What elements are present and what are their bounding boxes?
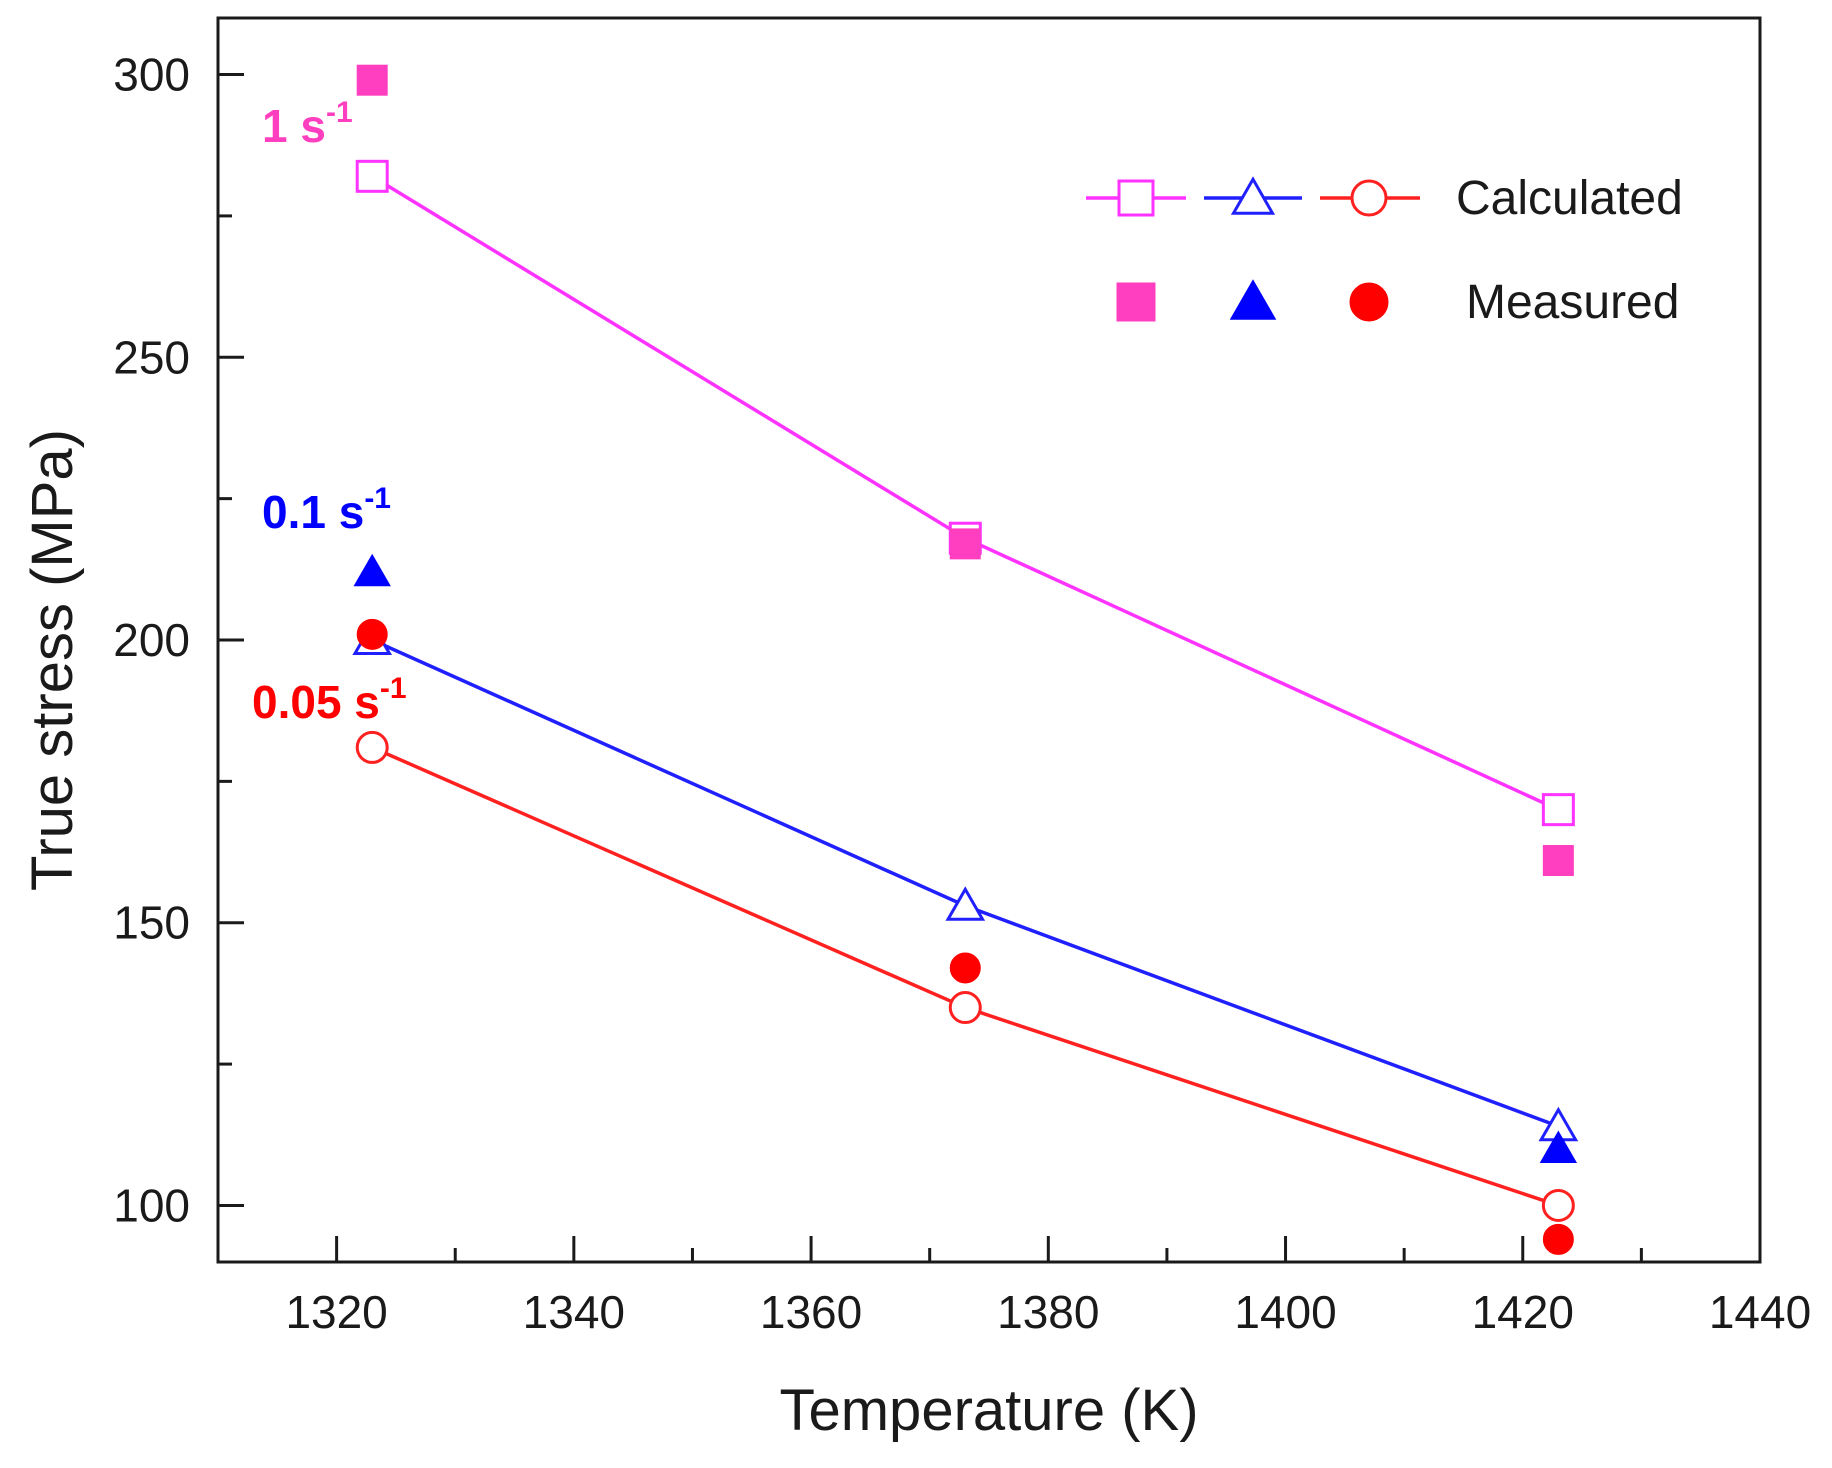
y-tick-label: 200 xyxy=(113,614,190,666)
series-label-exponent: -1 xyxy=(380,672,407,705)
legend-calculated-marker xyxy=(1230,176,1276,215)
calculated-point xyxy=(1541,1188,1575,1222)
legend-calculated-label: Calculated xyxy=(1456,172,1683,225)
measured-point xyxy=(949,952,981,984)
x-axis-title: Temperature (K) xyxy=(779,1378,1198,1443)
measured-point xyxy=(353,553,391,587)
calculated-point xyxy=(948,991,982,1025)
x-tick-label: 1320 xyxy=(285,1286,387,1338)
series-label-exponent: -1 xyxy=(364,482,391,515)
legend-measured-label: Measured xyxy=(1466,276,1679,329)
legend-measured-marker xyxy=(1116,282,1156,322)
calculated-point xyxy=(945,886,986,921)
legend-calculated-marker xyxy=(1350,179,1388,217)
x-tick-label: 1360 xyxy=(760,1286,862,1338)
series-line-1 xyxy=(371,638,1559,1128)
series-label-exponent: -1 xyxy=(326,96,353,129)
y-tick-label: 300 xyxy=(113,49,190,101)
legend-measured-marker xyxy=(1229,279,1277,320)
measured-point xyxy=(949,528,981,560)
x-tick-label: 1400 xyxy=(1234,1286,1336,1338)
calculated-point xyxy=(355,159,389,193)
legend-calculated-marker xyxy=(1117,179,1155,217)
measured-point xyxy=(1542,845,1574,877)
calculated-point xyxy=(1541,793,1575,827)
measured-point xyxy=(356,618,388,650)
legend-measured-marker xyxy=(1349,282,1389,322)
series-label-rate: 1 s xyxy=(262,100,326,152)
series-label-rate: 0.05 s xyxy=(252,676,380,728)
x-tick-label: 1440 xyxy=(1709,1286,1811,1338)
series-label-rate: 0.1 s xyxy=(262,486,364,538)
y-tick-label: 250 xyxy=(113,331,190,383)
y-tick-label: 150 xyxy=(113,897,190,949)
measured-point xyxy=(1542,1223,1574,1255)
x-tick-label: 1340 xyxy=(523,1286,625,1338)
x-tick-label: 1420 xyxy=(1472,1286,1574,1338)
x-tick-label: 1380 xyxy=(997,1286,1099,1338)
y-axis-title: True stress (MPa) xyxy=(20,429,85,891)
measured-point xyxy=(1539,1130,1578,1164)
series-line-0 xyxy=(371,174,1560,812)
calculated-point xyxy=(355,730,389,764)
series-label: 1 s-1 xyxy=(262,96,353,152)
series-label: 0.1 s-1 xyxy=(262,482,391,538)
series-label: 0.05 s-1 xyxy=(252,672,407,728)
y-tick-label: 100 xyxy=(113,1179,190,1231)
measured-point xyxy=(356,64,388,96)
